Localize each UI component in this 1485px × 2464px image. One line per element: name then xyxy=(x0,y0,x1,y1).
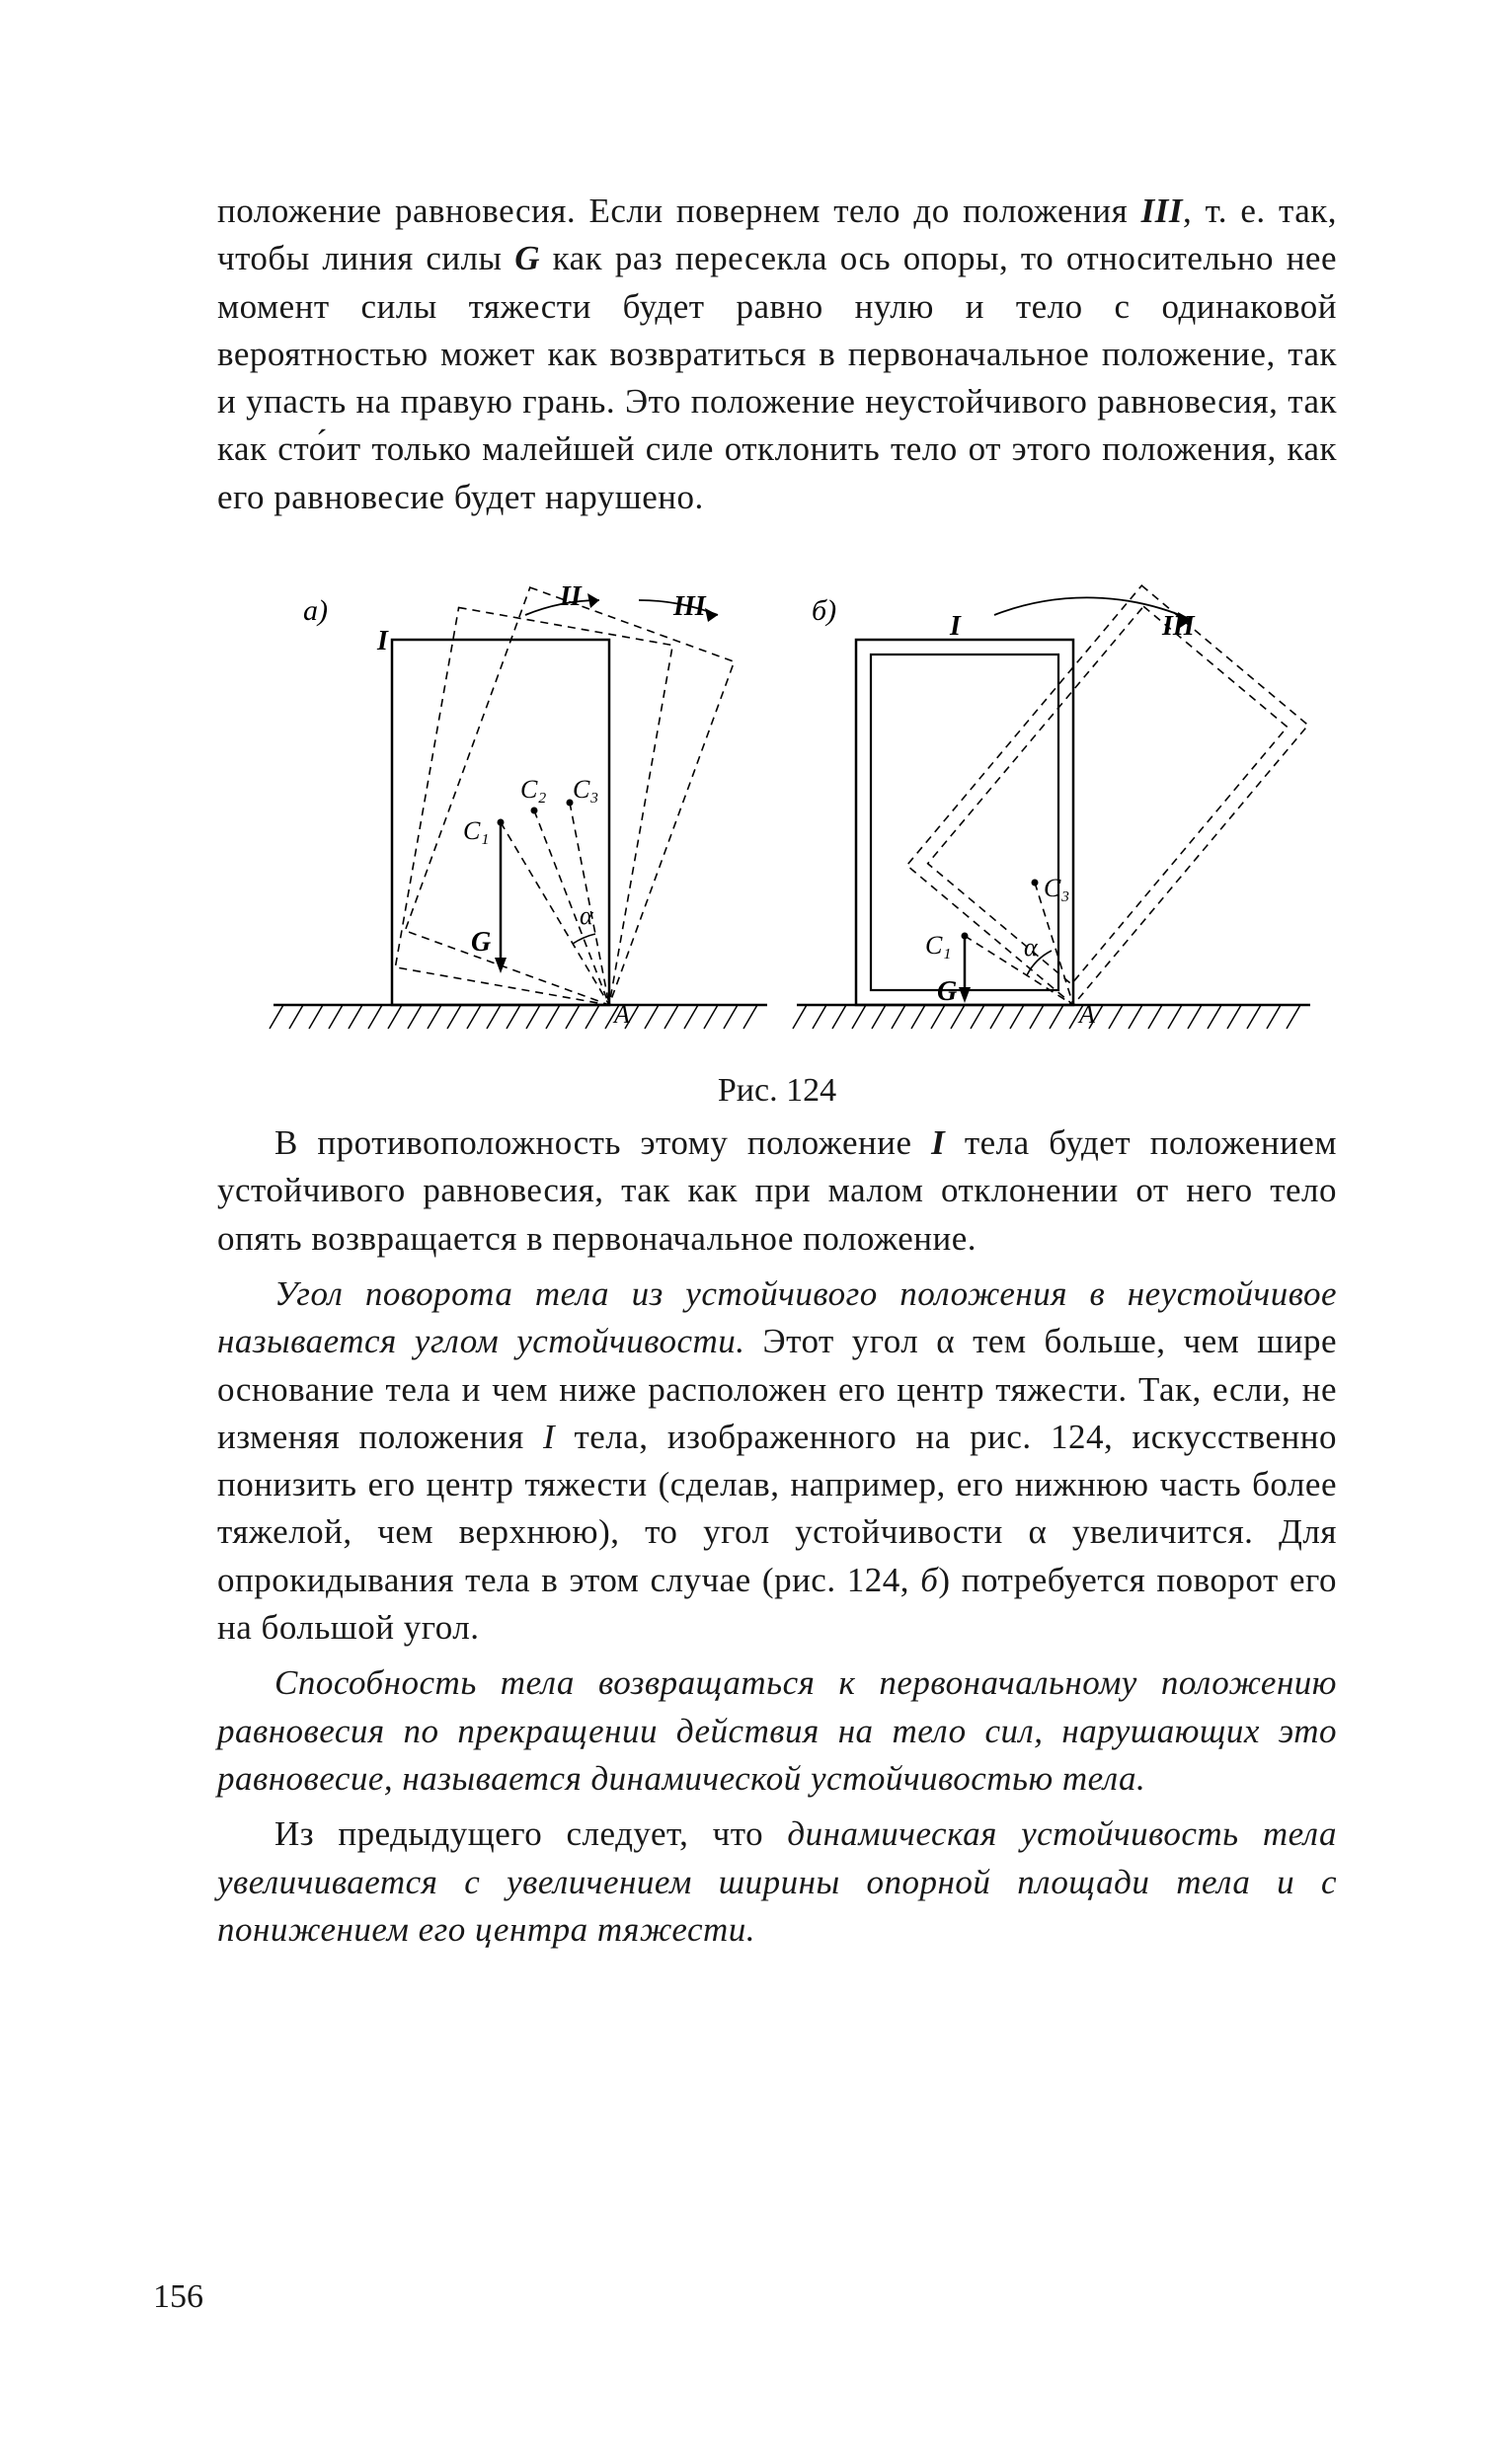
p2-b: I xyxy=(931,1123,945,1162)
paragraph-5: Из предыдущего следует, что динамическая… xyxy=(217,1810,1337,1954)
svg-text:I: I xyxy=(376,626,389,656)
p3-e: б xyxy=(920,1561,938,1599)
svg-text:C₁: C₁ xyxy=(463,816,489,845)
figure-caption: Рис. 124 xyxy=(217,1072,1337,1110)
svg-text:III: III xyxy=(672,591,707,622)
svg-text:C₁: C₁ xyxy=(925,931,951,960)
figure-124: C₁ C₂ C₃ G α A xyxy=(217,551,1337,1110)
paragraph-4: Способность тела возвращаться к первонач… xyxy=(217,1659,1337,1803)
svg-text:C₃: C₃ xyxy=(1044,874,1069,902)
svg-text:а): а) xyxy=(303,594,328,627)
page: положение равновесия. Если повернем тело… xyxy=(0,0,1485,2464)
svg-text:II: II xyxy=(559,581,583,612)
p1-a: положение равновесия. Если повернем тело… xyxy=(217,192,1141,230)
p1-e: как раз пере­секла ось опоры, то относит… xyxy=(217,239,1337,515)
svg-text:III: III xyxy=(1161,611,1196,642)
svg-text:C₃: C₃ xyxy=(573,775,598,804)
svg-text:α: α xyxy=(580,901,594,930)
page-number: 156 xyxy=(153,2278,203,2316)
svg-text:A: A xyxy=(1077,1000,1095,1029)
paragraph-1: положение равновесия. Если повернем тело… xyxy=(217,188,1337,521)
svg-text:I: I xyxy=(949,611,962,642)
p1-b: III xyxy=(1141,192,1183,230)
p2-a: В противоположность этому положение xyxy=(274,1123,931,1162)
svg-text:C₂: C₂ xyxy=(520,775,546,804)
svg-text:G: G xyxy=(937,976,957,1007)
svg-text:б): б) xyxy=(812,594,836,627)
paragraph-2: В противоположность этому положение I те… xyxy=(217,1119,1337,1263)
p3-c: I xyxy=(543,1418,555,1456)
svg-text:A: A xyxy=(612,1000,630,1029)
p1-d: G xyxy=(514,239,540,277)
p5-a: Из предыдущего следует, что xyxy=(274,1814,787,1853)
diagram-a: C₁ C₂ C₃ G α A xyxy=(270,581,767,1029)
p4: Способность тела возвращаться к первонач… xyxy=(217,1663,1337,1798)
figure-svg: C₁ C₂ C₃ G α A xyxy=(234,551,1320,1064)
svg-text:α: α xyxy=(1024,933,1039,962)
svg-text:G: G xyxy=(471,927,491,958)
paragraph-3: Угол поворота тела из устойчивого положе… xyxy=(217,1270,1337,1652)
diagram-b: C₁ C₃ G α A б) I III xyxy=(793,585,1310,1029)
